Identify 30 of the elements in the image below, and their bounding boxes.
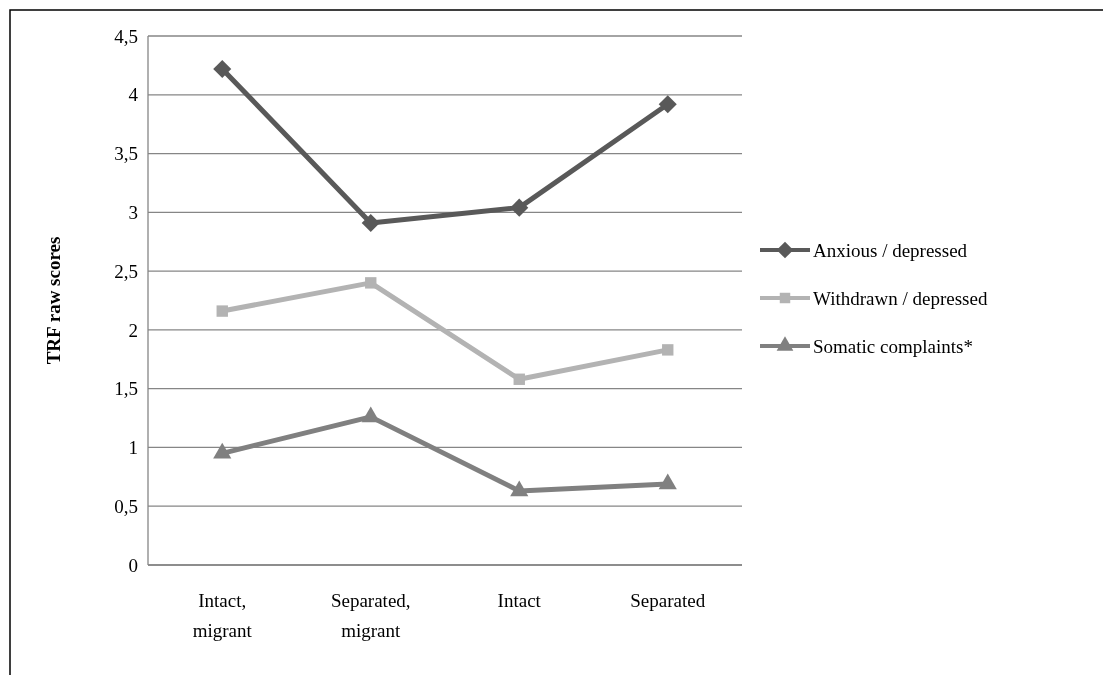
x-tick-label: Intact, migrant [192, 590, 253, 641]
legend-label: Withdrawn / depressed [813, 287, 988, 309]
y-tick-label: 2,5 [114, 260, 138, 282]
point [658, 473, 677, 490]
point [213, 442, 232, 459]
x-tick-label: Separated [630, 590, 706, 611]
y-tick-label: 4 [128, 84, 139, 106]
point [510, 198, 529, 217]
y-tick-label: 4,5 [114, 25, 138, 47]
y-tick-label: 2 [128, 319, 138, 341]
point [662, 344, 674, 356]
legend-label: Anxious / depressed [813, 239, 968, 261]
point [365, 277, 377, 289]
x-tick-label: Intact [497, 590, 542, 611]
y-axis-title: TRF raw scores [43, 236, 64, 365]
legend-label: Somatic complaints* [813, 335, 973, 357]
point [213, 59, 232, 78]
y-tick-label: 1,5 [114, 378, 138, 400]
point [658, 95, 677, 114]
point [216, 305, 228, 317]
y-tick-label: 0 [128, 554, 138, 576]
point [361, 406, 380, 423]
point [510, 480, 529, 497]
y-tick-label: 3 [128, 201, 138, 223]
point [361, 213, 380, 232]
y-tick-label: 0,5 [114, 495, 138, 517]
x-tick-label: Separated, migrant [330, 590, 411, 641]
point [513, 373, 525, 385]
y-tick-label: 1 [128, 437, 138, 459]
y-tick-label: 3,5 [114, 143, 138, 165]
